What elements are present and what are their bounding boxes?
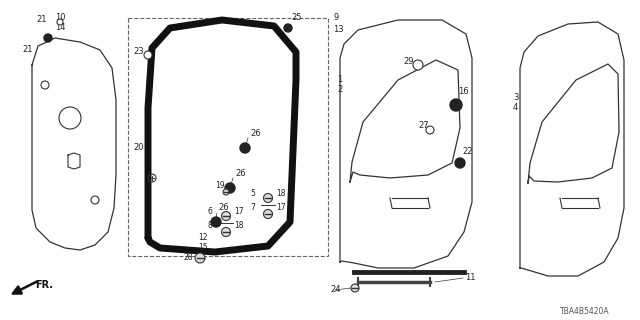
Text: 8: 8	[208, 221, 212, 230]
Text: TBA4B5420A: TBA4B5420A	[560, 308, 610, 316]
Text: 1: 1	[337, 76, 342, 84]
Circle shape	[41, 81, 49, 89]
Text: 19: 19	[215, 180, 225, 189]
Circle shape	[225, 183, 235, 193]
Bar	[128, 18, 328, 256]
Text: 10: 10	[55, 13, 65, 22]
Circle shape	[57, 19, 63, 25]
Text: 17: 17	[234, 207, 244, 217]
Text: FR.: FR.	[35, 280, 53, 290]
Text: 5: 5	[250, 189, 255, 198]
Text: 28: 28	[184, 253, 193, 262]
Text: 9: 9	[333, 13, 339, 22]
Circle shape	[450, 99, 462, 111]
Circle shape	[351, 284, 359, 292]
Text: 17: 17	[276, 204, 285, 212]
Circle shape	[195, 253, 205, 263]
Text: 15: 15	[198, 244, 207, 252]
Text: 11: 11	[465, 274, 476, 283]
Text: 26: 26	[235, 169, 246, 178]
Text: 12: 12	[198, 234, 207, 243]
Text: 18: 18	[234, 221, 243, 230]
Text: 3: 3	[513, 93, 518, 102]
Circle shape	[264, 210, 273, 219]
Circle shape	[264, 194, 273, 203]
Text: 18: 18	[276, 189, 285, 198]
Text: 24: 24	[330, 285, 340, 294]
Text: 6: 6	[208, 207, 213, 217]
Text: 14: 14	[55, 23, 65, 33]
Text: 27: 27	[418, 121, 429, 130]
Circle shape	[240, 143, 250, 153]
Circle shape	[223, 189, 229, 195]
Circle shape	[284, 24, 292, 32]
Text: 20: 20	[133, 143, 143, 153]
Text: 4: 4	[513, 103, 518, 113]
Circle shape	[91, 196, 99, 204]
Text: 26: 26	[250, 129, 260, 138]
Text: 29: 29	[403, 58, 413, 67]
Text: 13: 13	[333, 26, 344, 35]
Circle shape	[455, 158, 465, 168]
Text: 7: 7	[250, 204, 255, 212]
Text: 21: 21	[22, 45, 33, 54]
Circle shape	[413, 60, 423, 70]
Text: 22: 22	[462, 148, 472, 156]
Text: 21: 21	[36, 15, 47, 25]
Circle shape	[426, 126, 434, 134]
Text: 23: 23	[133, 47, 143, 57]
Circle shape	[44, 34, 52, 42]
Text: 25: 25	[291, 13, 301, 22]
Text: 16: 16	[458, 87, 468, 97]
Circle shape	[211, 217, 221, 227]
Circle shape	[221, 228, 230, 236]
Circle shape	[144, 51, 152, 59]
Circle shape	[221, 212, 230, 220]
Text: 26: 26	[218, 204, 228, 212]
Text: 2: 2	[337, 85, 342, 94]
